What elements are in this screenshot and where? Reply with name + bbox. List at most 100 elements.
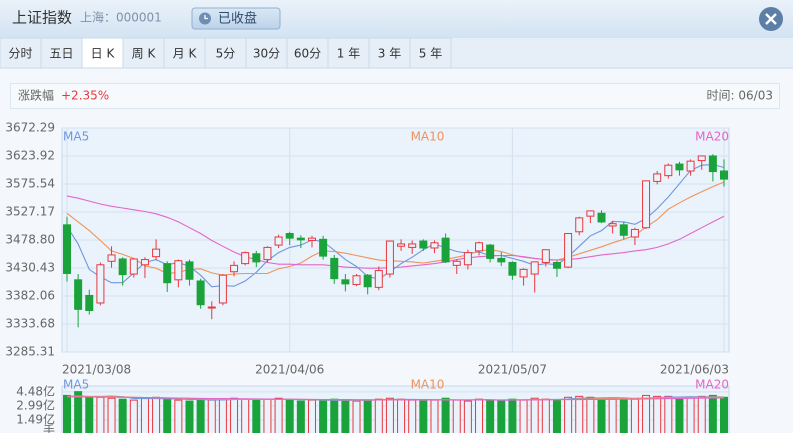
- tab-bg[interactable]: [0, 37, 42, 69]
- candle-body: [720, 170, 728, 180]
- candle-body: [419, 240, 428, 249]
- candle-body: [196, 280, 205, 306]
- tab-bg[interactable]: [286, 37, 329, 69]
- candle-body: [118, 258, 127, 276]
- tab-bg[interactable]: [163, 37, 206, 69]
- tab[interactable]: 分时: [0, 37, 42, 69]
- volume-bar: [686, 396, 695, 433]
- candle-body: [642, 180, 651, 229]
- candle-body: [74, 279, 83, 310]
- volume-bar: [207, 399, 216, 433]
- tab[interactable]: 周 K: [122, 37, 165, 69]
- y-tick-label: 4.48亿: [16, 383, 55, 398]
- tab-label[interactable]: 1 年: [337, 47, 360, 61]
- candle-body: [497, 257, 506, 263]
- volume-bar: [552, 399, 561, 433]
- tab-label[interactable]: 3 年: [378, 47, 401, 61]
- tab-label[interactable]: 30分: [253, 47, 280, 61]
- tab[interactable]: 5 年: [409, 37, 452, 69]
- candle-body: [697, 155, 706, 162]
- volume-bar: [564, 396, 573, 433]
- tab-label[interactable]: 月 K: [173, 47, 198, 61]
- candle-body: [508, 261, 517, 276]
- candle-body: [374, 270, 383, 288]
- tab-label[interactable]: 5分: [216, 47, 236, 61]
- tab-bg[interactable]: [40, 37, 83, 69]
- tab-label[interactable]: 五日: [49, 47, 73, 61]
- volume-bar: [319, 400, 328, 433]
- volume-bar: [397, 398, 406, 433]
- tab-bg[interactable]: [245, 37, 288, 69]
- x-tick-label: 2021/06/03: [660, 363, 729, 377]
- unit-label: 手: [43, 424, 55, 433]
- volume-bar: [140, 397, 149, 433]
- tab-label[interactable]: 分时: [8, 47, 32, 61]
- y-tick-label: 1.49亿: [16, 411, 55, 426]
- volume-bar: [586, 396, 595, 433]
- tab-bg[interactable]: [81, 37, 124, 69]
- tab-bg[interactable]: [204, 37, 247, 69]
- candle-body: [263, 246, 272, 261]
- tab-label[interactable]: 周 K: [132, 47, 157, 61]
- close-x[interactable]: [765, 13, 777, 25]
- volume-bar: [274, 397, 283, 433]
- volume-bar: [497, 400, 506, 433]
- clock-hands: [204, 15, 208, 20]
- volume-bar: [452, 399, 461, 433]
- candle-body: [341, 279, 350, 285]
- tab[interactable]: 五日: [40, 37, 83, 69]
- tab[interactable]: 月 K: [163, 37, 206, 69]
- candle-body: [285, 233, 294, 239]
- candle-body: [107, 254, 116, 262]
- volume-bar: [230, 397, 239, 433]
- tab[interactable]: 5分: [204, 37, 247, 69]
- tab[interactable]: 1 年: [327, 37, 370, 69]
- y-tick-label: 2.99亿: [16, 397, 55, 412]
- volume-bar: [63, 394, 71, 433]
- x-tick-label: 2021/05/07: [478, 363, 547, 377]
- volume-bar: [218, 398, 227, 433]
- status-button[interactable]: 已收盘: [191, 7, 281, 30]
- candle-body: [575, 217, 584, 233]
- tab-bg[interactable]: [122, 37, 165, 69]
- close-button[interactable]: [759, 7, 783, 31]
- tab-label[interactable]: 日 K: [91, 47, 116, 61]
- candle-body: [174, 260, 183, 281]
- volume-bar: [174, 399, 183, 433]
- candle-body: [552, 261, 561, 269]
- candle-body: [708, 155, 717, 173]
- tab-bg[interactable]: [327, 37, 370, 69]
- volume-bar: [441, 397, 450, 433]
- candle-body: [541, 249, 550, 263]
- volume-bar: [519, 399, 528, 433]
- candle-body: [486, 244, 495, 259]
- candle-body: [586, 210, 595, 217]
- tab-bg[interactable]: [368, 37, 411, 69]
- tab-label[interactable]: 60分: [294, 47, 321, 61]
- volume-bar: [374, 398, 383, 433]
- legend-label: MA5: [63, 378, 89, 392]
- status-text[interactable]: 已收盘: [218, 11, 257, 27]
- volume-bar: [408, 399, 417, 433]
- tab-label[interactable]: 5 年: [419, 47, 442, 61]
- tab[interactable]: 日 K: [81, 37, 124, 69]
- tab[interactable]: 30分: [245, 37, 288, 69]
- tab[interactable]: 60分: [286, 37, 329, 69]
- candle-body: [608, 223, 617, 227]
- volume-bar: [630, 398, 639, 433]
- volume-bar: [152, 396, 161, 433]
- tab-bg[interactable]: [409, 37, 452, 69]
- candle-body: [530, 261, 539, 275]
- ma-line: [66, 396, 725, 401]
- y-tick-label: 3623.92: [5, 148, 55, 162]
- candle-body: [307, 237, 316, 241]
- tab[interactable]: 3 年: [368, 37, 411, 69]
- candle-body: [686, 160, 695, 172]
- volume-bar: [419, 400, 428, 433]
- status-button-bg[interactable]: [191, 7, 281, 30]
- candle-body: [274, 236, 283, 246]
- y-tick-label: 3478.80: [5, 233, 55, 247]
- volume-bar: [263, 398, 272, 433]
- candle-body: [430, 242, 439, 249]
